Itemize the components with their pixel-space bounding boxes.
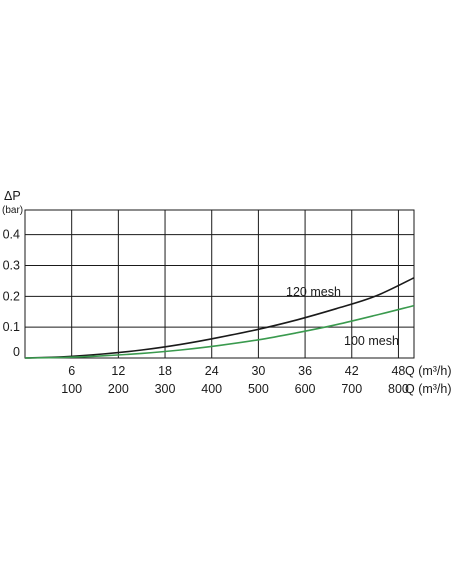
- y-tick-label: 0.1: [3, 320, 20, 334]
- x-tick-label-bottom: 400: [201, 382, 222, 396]
- y-tick-label: 0: [13, 345, 20, 359]
- x-tick-label-top: 36: [298, 364, 312, 378]
- y-tick-label: 0.3: [3, 259, 20, 273]
- x-tick-label-top: 42: [345, 364, 359, 378]
- y-tick-label: 0.4: [3, 228, 20, 242]
- curves: [24, 277, 415, 359]
- series-label: 120 mesh: [286, 285, 341, 299]
- plot-frame: [24, 209, 415, 359]
- x-tick-label-bottom: 800: [388, 382, 409, 396]
- x-tick-label-bottom: 200: [108, 382, 129, 396]
- y-axis-label: ΔP: [4, 189, 21, 203]
- x-tick-label-top: 48: [391, 364, 405, 378]
- x-tick-label-bottom: 100: [61, 382, 82, 396]
- x-tick-label-top: 24: [205, 364, 219, 378]
- series-line-120-mesh: [24, 277, 415, 359]
- x-axis-label-bottom: Q (m³/h): [405, 382, 452, 396]
- x-tick-label-bottom: 300: [155, 382, 176, 396]
- x-tick-label-top: 18: [158, 364, 172, 378]
- x-tick-label-top: 30: [251, 364, 265, 378]
- series-label: 100 mesh: [344, 334, 399, 348]
- x-tick-label-bottom: 700: [341, 382, 362, 396]
- series-line-100-mesh: [24, 304, 415, 359]
- labels: ΔP (bar) 0 0.1 0.2 0.3 0.4 6 100 12 200 18 300 24 40…: [2, 189, 452, 396]
- grid: [24, 209, 415, 359]
- y-tick-label: 0.2: [3, 289, 20, 303]
- x-tick-label-top: 6: [68, 364, 75, 378]
- y-axis-unit: (bar): [2, 205, 23, 216]
- x-tick-label-bottom: 500: [248, 382, 269, 396]
- x-tick-label-bottom: 600: [295, 382, 316, 396]
- x-axis-label-top: Q (m³/h): [405, 364, 452, 378]
- x-tick-label-top: 12: [111, 364, 125, 378]
